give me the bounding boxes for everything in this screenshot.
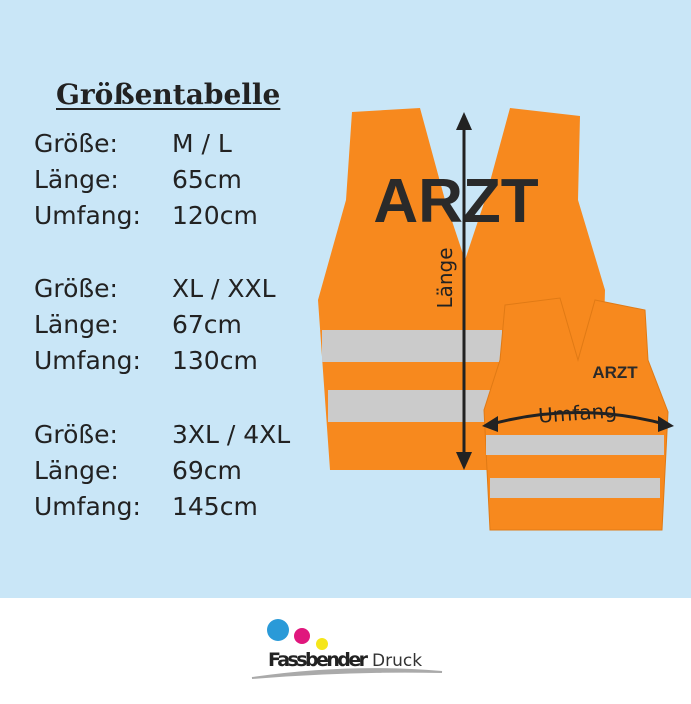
logo-text-light: Druck bbox=[372, 651, 422, 671]
label: Länge: bbox=[34, 165, 119, 194]
footer: Fassbender Druck bbox=[0, 598, 691, 700]
label: Größe: bbox=[34, 420, 118, 449]
label: Länge: bbox=[34, 310, 119, 339]
vest-illustration: ARZT Länge ARZT Umfang bbox=[318, 108, 674, 531]
label: Länge: bbox=[34, 456, 119, 485]
value: 3XL / 4XL bbox=[172, 420, 291, 449]
label: Umfang: bbox=[34, 492, 141, 521]
logo-dot-yellow bbox=[316, 638, 328, 650]
value: 130cm bbox=[172, 346, 258, 375]
value: 145cm bbox=[172, 492, 258, 521]
label: Größe: bbox=[34, 274, 118, 303]
size-chart-title: Größentabelle bbox=[56, 78, 281, 111]
circumference-label: Umfang bbox=[537, 398, 617, 427]
fassbender-druck-logo: Fassbender Druck bbox=[251, 619, 443, 679]
vest-print-small: ARZT bbox=[592, 363, 638, 382]
logo-text-bold: Fassbender bbox=[268, 649, 369, 671]
small-vest: ARZT Umfang bbox=[482, 297, 674, 531]
logo-dot-cyan bbox=[267, 619, 289, 641]
logo-swoosh bbox=[251, 668, 443, 679]
value: M / L bbox=[172, 129, 232, 158]
size-group-3: Größe: 3XL / 4XL Länge: 69cm Umfang: 145cm bbox=[34, 417, 290, 525]
value: 69cm bbox=[172, 456, 242, 485]
size-group-2: Größe: XL / XXL Länge: 67cm Umfang: 130cm bbox=[34, 271, 276, 379]
length-label: Länge bbox=[433, 247, 457, 308]
value: 67cm bbox=[172, 310, 242, 339]
logo-dot-magenta bbox=[294, 628, 310, 644]
value: 120cm bbox=[172, 201, 258, 230]
label: Umfang: bbox=[34, 346, 141, 375]
label: Größe: bbox=[34, 129, 118, 158]
value: XL / XXL bbox=[172, 274, 276, 303]
vest-print-large: ARZT bbox=[373, 167, 538, 236]
value: 65cm bbox=[172, 165, 242, 194]
label: Umfang: bbox=[34, 201, 141, 230]
size-group-1: Größe: M / L Länge: 65cm Umfang: 120cm bbox=[34, 126, 258, 234]
